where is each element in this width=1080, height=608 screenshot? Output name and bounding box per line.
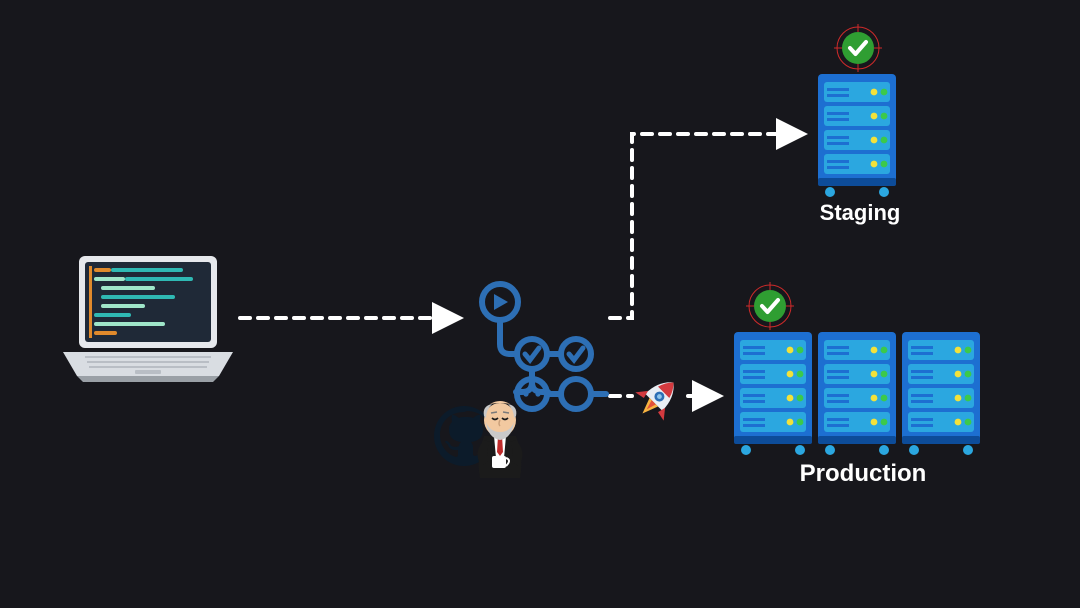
check-badge-prod <box>746 282 794 330</box>
check-badge-staging <box>834 24 882 72</box>
laptop-icon <box>63 256 233 382</box>
jenkins-icon <box>477 401 522 478</box>
server-staging <box>818 74 896 197</box>
server-prod-3 <box>902 332 980 455</box>
rocket-icon <box>628 368 687 427</box>
production-label: Production <box>778 460 948 488</box>
diagram-canvas <box>0 0 1080 608</box>
server-prod-2 <box>818 332 896 455</box>
pipeline-icon <box>482 284 606 409</box>
server-prod-1 <box>734 332 812 455</box>
staging-label: Staging <box>800 200 920 226</box>
